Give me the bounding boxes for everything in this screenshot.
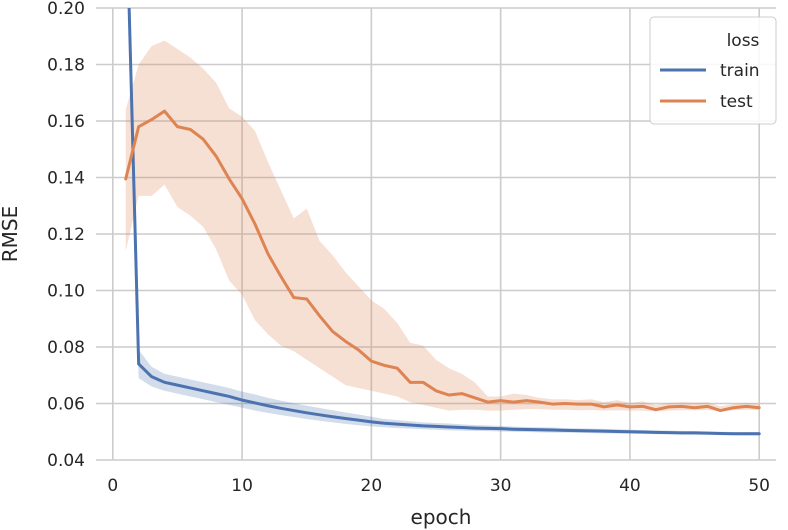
confidence-band-train [128, 8, 760, 436]
legend-title: loss [727, 31, 760, 51]
x-tick-labels: 0 10 20 30 40 50 [107, 476, 770, 496]
x-tick-label: 0 [107, 476, 118, 496]
legend-label-test: test [720, 92, 753, 112]
y-tick-label: 0.20 [47, 0, 85, 19]
x-tick-label: 20 [361, 476, 383, 496]
legend-label-train: train [720, 61, 760, 81]
legend: loss train test [649, 16, 777, 125]
x-tick-label: 30 [490, 476, 512, 496]
x-tick-label: 10 [231, 476, 253, 496]
x-axis-label: epoch [411, 505, 472, 529]
series-line-train [127, 8, 761, 436]
series-lines [124, 8, 761, 436]
confidence-band-test [125, 40, 760, 412]
x-tick-label: 40 [619, 476, 641, 496]
y-tick-label: 0.04 [47, 451, 85, 471]
y-tick-label: 0.08 [47, 338, 85, 358]
legend-box [649, 16, 777, 125]
y-tick-label: 0.16 [47, 112, 85, 132]
y-tick-label: 0.14 [47, 169, 85, 189]
y-tick-labels: 0.04 0.06 0.08 0.10 0.12 0.14 0.16 0.18 0.20 [47, 0, 85, 471]
series-line-test [124, 109, 761, 413]
y-axis-label: RMSE [0, 206, 22, 262]
confidence-bands [125, 8, 760, 436]
y-tick-label: 0.12 [47, 225, 85, 245]
y-tick-label: 0.10 [47, 282, 85, 302]
y-tick-label: 0.18 [47, 56, 85, 76]
x-tick-label: 50 [748, 476, 770, 496]
y-tick-label: 0.06 [47, 395, 85, 415]
